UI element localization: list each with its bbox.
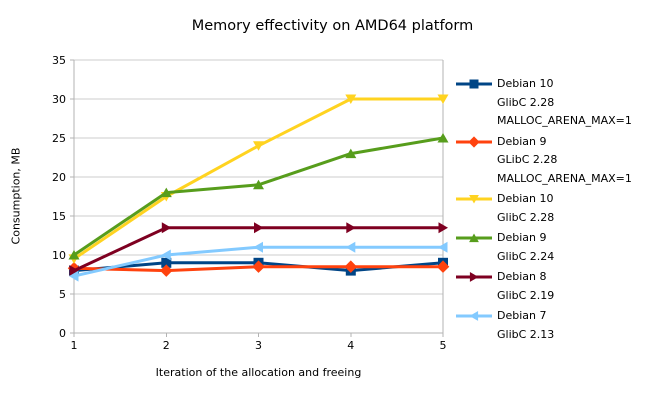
x-tick-label: 2	[163, 339, 170, 352]
series-marker-triangle-left	[161, 249, 171, 261]
y-tick-label: 5	[59, 288, 66, 301]
y-tick-label: 10	[52, 249, 66, 262]
series-marker-diamond	[252, 260, 265, 273]
y-tick-label: 20	[52, 171, 66, 184]
y-tick-label: 0	[59, 327, 66, 340]
legend-diamond-marker-icon	[456, 135, 492, 148]
legend: Debian 10 GlibC 2.28 MALLOC_ARENA_MAX=1 Deb…	[456, 75, 662, 344]
series-marker-triangle-up	[437, 133, 449, 143]
series-line-3	[73, 136, 444, 257]
series-marker-triangle-right	[438, 222, 448, 234]
legend-item-0: Debian 10 GlibC 2.28 MALLOC_ARENA_MAX=1	[456, 75, 662, 131]
legend-label-0: Debian 10 GlibC 2.28 MALLOC_ARENA_MAX=1	[497, 77, 632, 127]
x-tick-label: 3	[255, 339, 262, 352]
legend-triangle-down-marker-icon	[456, 195, 492, 204]
legend-item-3: Debian 9 GlibC 2.24	[456, 229, 662, 266]
legend-triangle-up-marker-icon	[456, 233, 492, 243]
x-tick-label: 4	[347, 339, 354, 352]
series-marker-diamond	[160, 264, 173, 277]
series-marker-triangle-right	[161, 222, 172, 234]
series-marker-diamond	[436, 260, 450, 273]
legend-square-marker-icon	[456, 79, 492, 89]
y-tick-label: 15	[52, 210, 66, 223]
series-marker-triangle-down	[345, 94, 357, 104]
legend-label-2: Debian 10 GlibC 2.28	[497, 192, 555, 224]
series-marker-triangle-down	[253, 141, 264, 151]
series-marker-triangle-up	[253, 179, 264, 190]
series-marker-triangle-right	[346, 222, 356, 234]
y-tick-label: 25	[52, 132, 66, 145]
legend-item-2: Debian 10 GlibC 2.28	[456, 190, 662, 227]
legend-triangle-left-marker-icon	[456, 311, 492, 321]
series-line-2	[73, 97, 443, 261]
series-marker-triangle-right	[254, 222, 264, 234]
legend-item-4: Debian 8 GlibC 2.19	[456, 268, 662, 305]
series-marker-triangle-up	[68, 250, 80, 260]
legend-label-5: Debian 7 GlibC 2.13	[497, 309, 555, 341]
x-axis-title: Iteration of the allocation and freeing	[155, 366, 362, 379]
series-marker-triangle-left	[253, 241, 263, 253]
y-tick-label: 30	[52, 93, 66, 106]
series-marker-triangle-right	[69, 265, 79, 277]
series-marker-triangle-left	[345, 241, 356, 253]
legend-triangle-right-marker-icon	[456, 272, 492, 282]
series-marker-square	[161, 257, 172, 268]
legend-label-3: Debian 9 GlibC 2.24	[497, 231, 555, 263]
legend-item-5: Debian 7 GlibC 2.13	[456, 307, 662, 344]
series-marker-triangle-left	[69, 270, 79, 282]
legend-label-1: Debian 9 GLibC 2.28 MALLOC_ARENA_MAX=1	[497, 134, 632, 185]
x-tick-label: 1	[71, 339, 78, 352]
series-marker-triangle-down	[437, 94, 449, 104]
series-marker-triangle-up	[160, 187, 172, 198]
chart-title: Memory effectivity on AMD64 platform	[191, 18, 474, 34]
x-tick-label: 5	[440, 339, 447, 352]
y-tick-label: 35	[52, 54, 66, 67]
series-marker-diamond	[344, 260, 357, 273]
series-marker-triangle-up	[345, 148, 357, 159]
series-marker-triangle-left	[438, 241, 448, 253]
plot-area: 0 5 10 15 20 25 30 35 1 2 3 4 5	[52, 54, 450, 352]
legend-label-4: Debian 8 GlibC 2.19	[497, 270, 555, 302]
legend-item-1: Debian 9 GLibC 2.28 MALLOC_ARENA_MAX=1	[456, 133, 662, 189]
